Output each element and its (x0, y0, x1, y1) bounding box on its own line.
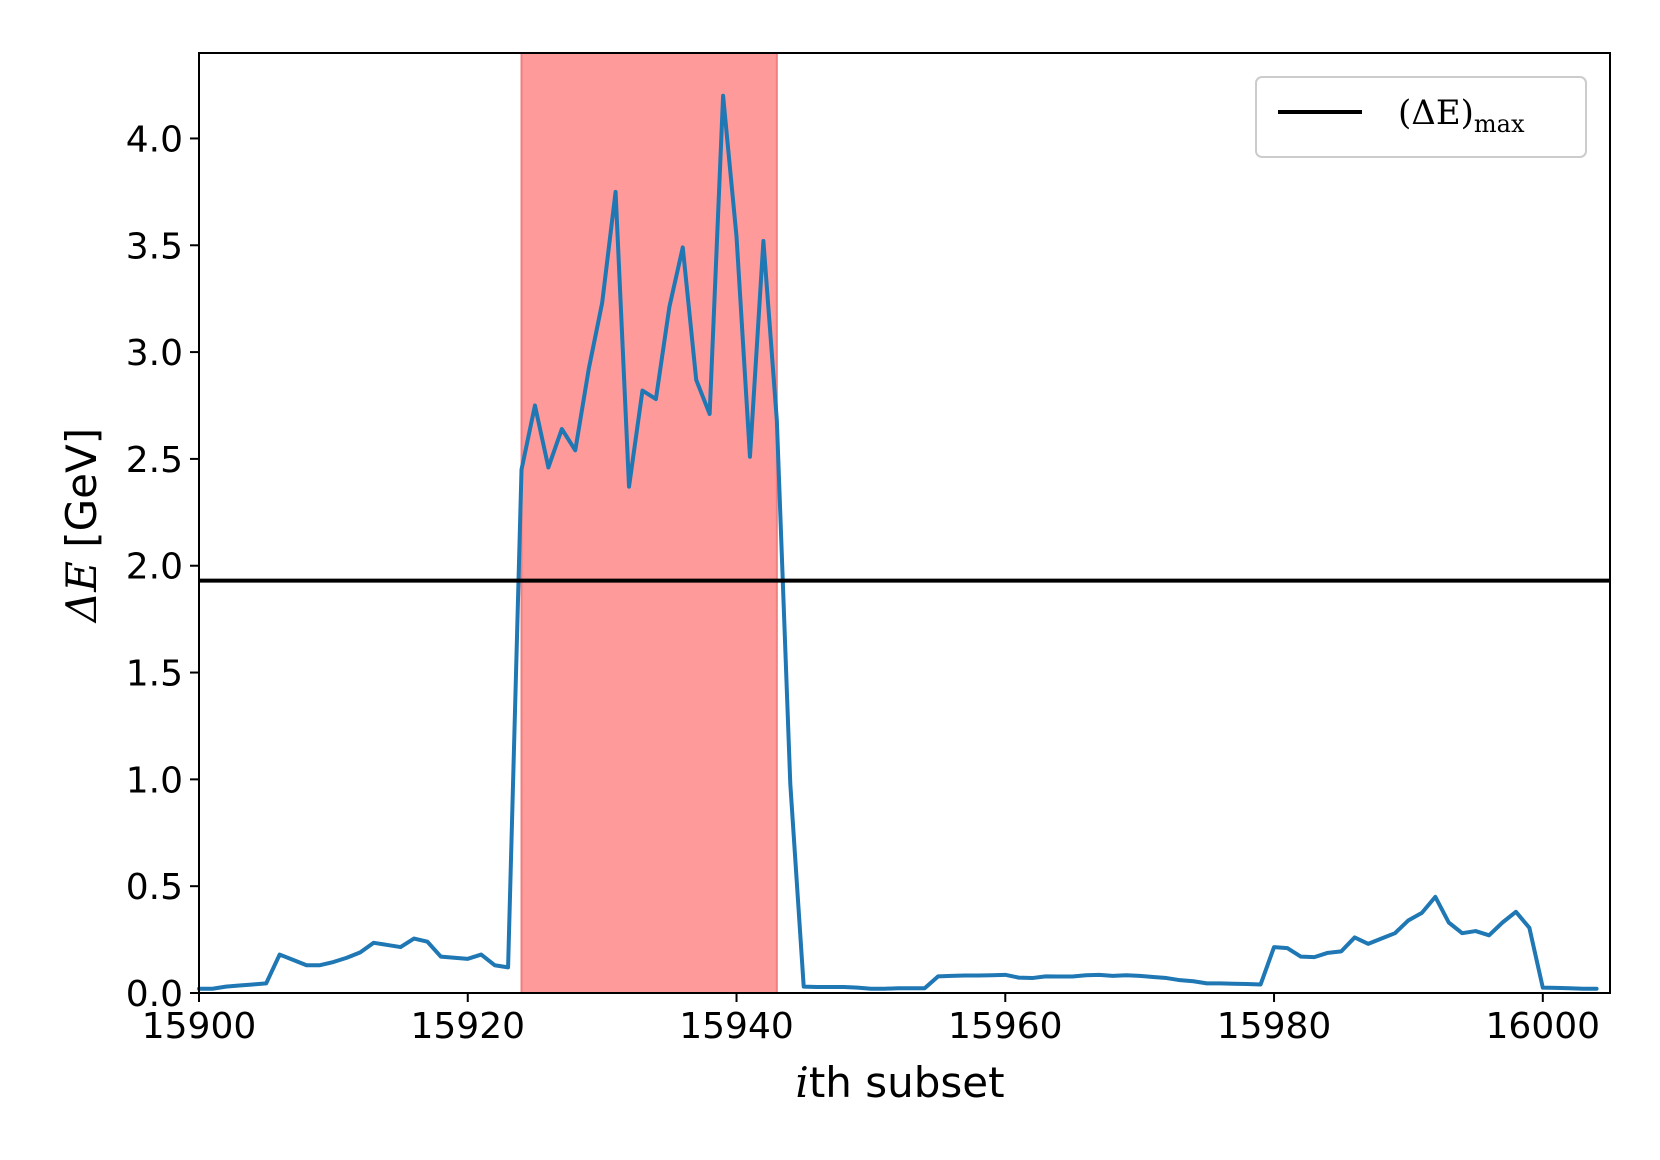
axes (198, 52, 1611, 994)
y-tick-label: 2.0 (126, 547, 183, 588)
y-axis-label: ΔE [GeV] (57, 428, 106, 624)
x-tick-label: 15980 (1217, 1006, 1332, 1047)
y-tick-label: 0.0 (126, 974, 183, 1015)
y-tick-label: 3.0 (126, 333, 183, 374)
x-tick-label: 15900 (142, 1006, 257, 1047)
y-axis-label-text: [GeV] (57, 428, 106, 561)
legend-entry-subscript: max (1474, 110, 1525, 138)
series-line-0 (197, 93, 1599, 991)
y-tick-label: 3.5 (126, 226, 183, 267)
legend-box (1255, 76, 1587, 158)
plot-area (197, 52, 1610, 994)
legend-entry-threshold: (ΔE)max (1398, 93, 1525, 138)
x-tick-label: 15960 (948, 1006, 1063, 1047)
x-tick-label: 16000 (1486, 1006, 1601, 1047)
x-axis-label-text: th subset (809, 1058, 1005, 1107)
highlight-band (520, 52, 778, 994)
axes-frame (198, 52, 1611, 994)
y-axis-label-math: ΔE (57, 561, 106, 624)
y-tick-label: 1.0 (126, 760, 183, 801)
x-axis-label-math: i (795, 1058, 808, 1107)
x-axis-label: ith subset (795, 1058, 1004, 1107)
y-tick-label: 4.0 (126, 119, 183, 160)
y-tick-label: 2.5 (126, 440, 183, 481)
x-tick-label: 15940 (679, 1006, 794, 1047)
legend: (ΔE)max (1255, 76, 1587, 158)
y-tick-label: 0.5 (126, 867, 183, 908)
x-tick-label: 15920 (410, 1006, 525, 1047)
y-tick-label: 1.5 (126, 654, 183, 695)
ticks: 15900 15920 15940 15960 15980 16000 0.0 0.5 1.0 1… (126, 119, 1600, 1047)
legend-entry-label: (ΔE) (1398, 93, 1474, 133)
